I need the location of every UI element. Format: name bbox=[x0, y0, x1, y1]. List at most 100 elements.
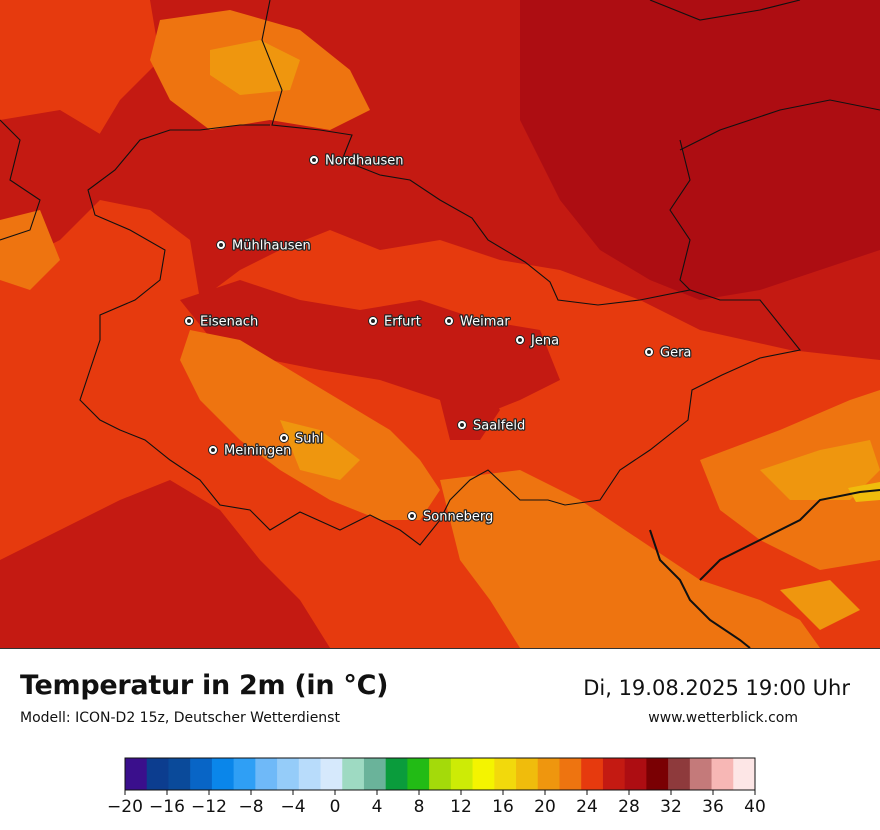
city-label: Nordhausen bbox=[325, 154, 404, 169]
colorbar-segment bbox=[537, 758, 560, 790]
colorbar-segment bbox=[363, 758, 387, 790]
city-jena: Jena bbox=[515, 332, 560, 350]
city-gera: Gera bbox=[644, 344, 693, 362]
city-marker-dot bbox=[518, 338, 522, 342]
colorbar-tick-label: 28 bbox=[618, 797, 640, 817]
map-hot-region-east bbox=[520, 0, 880, 300]
city-marker-dot bbox=[187, 319, 191, 323]
colorbar-segment bbox=[624, 758, 647, 790]
colorbar-tick-label: −20 bbox=[107, 797, 143, 817]
colorbar-segment bbox=[342, 758, 365, 790]
colorbar-segment bbox=[298, 758, 321, 790]
city-marker-dot bbox=[282, 436, 286, 440]
map-cool-region-west bbox=[0, 210, 60, 290]
colorbar-tick-label: 16 bbox=[492, 797, 514, 817]
colorbar-tick-label: −12 bbox=[191, 797, 227, 817]
city-sonneberg: Sonneberg bbox=[407, 508, 495, 526]
website-link[interactable]: www.wetterblick.com bbox=[648, 710, 798, 726]
city-markers: Nordhausen Mühlhausen Eisenach Erfurt Weimar… bbox=[184, 152, 693, 526]
city-suhl: Suhl bbox=[279, 430, 325, 448]
colorbar-segment bbox=[277, 758, 300, 790]
map-warm-region-southwest bbox=[0, 480, 330, 648]
colorbar-tick-label: −16 bbox=[149, 797, 185, 817]
colorbar-tick-label: 8 bbox=[414, 797, 425, 817]
colorbar-segment bbox=[646, 758, 669, 790]
map-title: Temperatur in 2m (in °C) bbox=[20, 670, 389, 701]
colorbar-segment bbox=[211, 758, 235, 790]
colorbar-segment bbox=[689, 758, 712, 790]
city-label: Meiningen bbox=[224, 444, 291, 459]
city-marker-dot bbox=[219, 243, 223, 247]
city-marker-dot bbox=[460, 423, 464, 427]
colorbar-segment bbox=[385, 758, 408, 790]
model-source: Modell: ICON-D2 15z, Deutscher Wetterdie… bbox=[20, 710, 340, 726]
colorbar-segment bbox=[233, 758, 256, 790]
temperature-map: Nordhausen Mühlhausen Eisenach Erfurt Weimar… bbox=[0, 0, 880, 649]
city-label: Mühlhausen bbox=[232, 239, 311, 254]
map-cool-region-south bbox=[440, 470, 820, 648]
city-meiningen: Meiningen bbox=[208, 442, 293, 460]
city-erfurt: Erfurt bbox=[368, 313, 422, 331]
colorbar-tick-label: −8 bbox=[238, 797, 263, 817]
city-marker-dot bbox=[410, 514, 414, 518]
colorbar-tick-label: −4 bbox=[280, 797, 305, 817]
map-mild-spot-forest bbox=[280, 420, 360, 480]
colorbar-tick-label: 20 bbox=[534, 797, 556, 817]
map-warm-region-central bbox=[180, 280, 560, 420]
city-marker-dot bbox=[447, 319, 451, 323]
map-cool-region-thuringian-forest bbox=[180, 330, 440, 520]
map-borders bbox=[0, 0, 880, 648]
state-border-northeast bbox=[649, 0, 880, 151]
map-mild-spot-harz bbox=[210, 40, 300, 95]
city-label: Sonneberg bbox=[423, 510, 493, 525]
city-marker-dot bbox=[312, 158, 316, 162]
colorbar-segment bbox=[146, 758, 169, 790]
country-border-czechia bbox=[649, 489, 880, 648]
colorbar-segment bbox=[320, 758, 343, 790]
colorbar-segment bbox=[255, 758, 278, 790]
colorbar-tick-label: 12 bbox=[450, 797, 472, 817]
colorbar-tick-label: 24 bbox=[576, 797, 598, 817]
colorbar-tick-label: 0 bbox=[330, 797, 341, 817]
colorbar-segment bbox=[494, 758, 517, 790]
city-label: Erfurt bbox=[384, 315, 421, 330]
colorbar-segment bbox=[581, 758, 604, 790]
city-nordhausen: Nordhausen bbox=[309, 152, 405, 170]
colorbar-tick-label: 36 bbox=[702, 797, 724, 817]
city-muehlhausen: Mühlhausen bbox=[216, 237, 312, 255]
colorbar-segment bbox=[429, 758, 452, 790]
colorbar-segment bbox=[168, 758, 191, 790]
state-border-thuringia bbox=[79, 0, 801, 546]
colorbar-segment bbox=[711, 758, 734, 790]
map-warm-region-saalfeld bbox=[440, 380, 500, 440]
colorbar-segment bbox=[407, 758, 430, 790]
temperature-colorbar: −20 −16 −12 −8 −4 0 4 8 12 16 20 24 28 32 36 40 bbox=[107, 757, 766, 817]
colorbar-frame bbox=[124, 757, 756, 791]
city-weimar: Weimar bbox=[444, 313, 512, 331]
map-mild-spot-southeast bbox=[760, 440, 880, 500]
colorbar-segment bbox=[733, 758, 756, 790]
city-label: Eisenach bbox=[200, 315, 258, 330]
city-label: Suhl bbox=[295, 432, 323, 447]
city-label: Weimar bbox=[460, 315, 510, 330]
map-mild-spot-south bbox=[780, 580, 860, 630]
colorbar-tick-label: 4 bbox=[372, 797, 383, 817]
state-border-east bbox=[669, 139, 691, 291]
city-label: Gera bbox=[660, 346, 691, 361]
city-label: Saalfeld bbox=[473, 419, 525, 434]
city-saalfeld: Saalfeld bbox=[457, 417, 526, 435]
forecast-datetime: Di, 19.08.2025 19:00 Uhr bbox=[583, 676, 850, 700]
colorbar-segment bbox=[668, 758, 691, 790]
city-marker-dot bbox=[647, 350, 651, 354]
colorbar-segment bbox=[125, 758, 148, 790]
city-label: Jena bbox=[530, 334, 559, 349]
colorbar-segment bbox=[450, 758, 473, 790]
city-eisenach: Eisenach bbox=[184, 313, 259, 331]
city-marker-dot bbox=[371, 319, 375, 323]
colorbar-segment bbox=[472, 758, 495, 790]
colorbar-tick-label: 32 bbox=[660, 797, 682, 817]
colorbar-segment bbox=[602, 758, 626, 790]
state-border-west bbox=[0, 119, 41, 241]
city-marker-dot bbox=[211, 448, 215, 452]
colorbar-tick-label: 40 bbox=[744, 797, 766, 817]
